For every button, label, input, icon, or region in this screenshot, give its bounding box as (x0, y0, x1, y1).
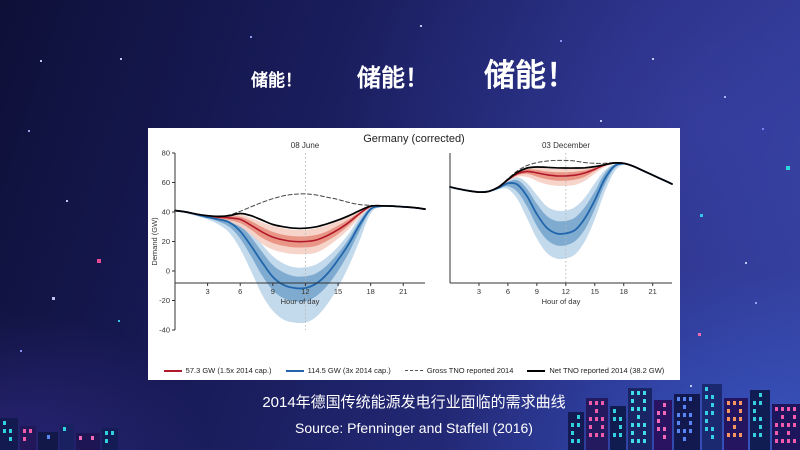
legend-label: 114.5 GW (3x 2014 cap.) (307, 366, 391, 375)
svg-text:21: 21 (399, 287, 407, 296)
title-medium: 储能！ (357, 65, 429, 92)
chart-panel: Germany (corrected) 08 June 03 December … (148, 128, 680, 380)
legend-label: Gross TNO reported 2014 (426, 366, 514, 375)
title-small: 储能！ (251, 71, 302, 90)
legend-swatch-gross-dashed-line (404, 370, 423, 371)
svg-text:60: 60 (162, 178, 170, 187)
legend-swatch-net-line (527, 369, 546, 372)
title-row: 储能！ 储能！ 储能！ (148, 50, 680, 95)
caption-chinese: 2014年德国传统能源发电行业面临的需求曲线 (262, 394, 566, 411)
panel-label-december: 03 December (541, 141, 591, 150)
legend-swatch-blue-line (285, 369, 304, 372)
svg-text:Hour of day: Hour of day (281, 297, 320, 306)
svg-text:6: 6 (238, 287, 242, 296)
svg-text:12: 12 (301, 287, 309, 296)
svg-text:12: 12 (562, 287, 570, 296)
svg-text:15: 15 (591, 287, 599, 296)
svg-text:9: 9 (535, 287, 539, 296)
caption-source: Source: Pfenninger and Staffell (2016) (295, 420, 533, 436)
legend-swatch-red-line (163, 369, 182, 372)
legend-item-blue: 114.5 GW (3x 2014 cap.) (285, 366, 391, 375)
svg-text:80: 80 (162, 149, 170, 158)
chart-legend: 57.3 GW (1.5x 2014 cap.) 114.5 GW (3x 20… (148, 366, 680, 375)
svg-text:3: 3 (477, 287, 481, 296)
svg-text:40: 40 (162, 208, 170, 217)
svg-text:6: 6 (506, 287, 510, 296)
svg-text:Demand (GW): Demand (GW) (150, 217, 159, 266)
panel-label-june: 08 June (290, 141, 320, 150)
legend-label: 57.3 GW (1.5x 2014 cap.) (185, 366, 272, 375)
svg-text:20: 20 (162, 237, 170, 246)
chart-title: Germany (corrected) (363, 133, 465, 145)
svg-text:18: 18 (366, 287, 374, 296)
svg-text:3: 3 (206, 287, 210, 296)
svg-text:18: 18 (620, 287, 628, 296)
legend-label: Net TNO reported 2014 (38.2 GW) (549, 366, 665, 375)
caption: 2014年德国传统能源发电行业面临的需求曲线 Source: Pfenninge… (148, 391, 680, 436)
svg-text:-20: -20 (159, 296, 170, 305)
svg-text:0: 0 (166, 267, 170, 276)
title-large: 储能！ (484, 58, 577, 93)
legend-item-net: Net TNO reported 2014 (38.2 GW) (527, 366, 664, 375)
svg-text:21: 21 (649, 287, 657, 296)
svg-text:-40: -40 (159, 326, 170, 335)
svg-text:Hour of day: Hour of day (542, 297, 581, 306)
legend-item-red: 57.3 GW (1.5x 2014 cap.) (163, 366, 272, 375)
svg-text:15: 15 (334, 287, 342, 296)
legend-item-gross: Gross TNO reported 2014 (404, 366, 514, 375)
demand-chart: 3 6 9 12 15 18 21 Hour of day 80 60 40 20 0 -20 -40 Dem… (150, 149, 673, 335)
svg-text:9: 9 (271, 287, 275, 296)
